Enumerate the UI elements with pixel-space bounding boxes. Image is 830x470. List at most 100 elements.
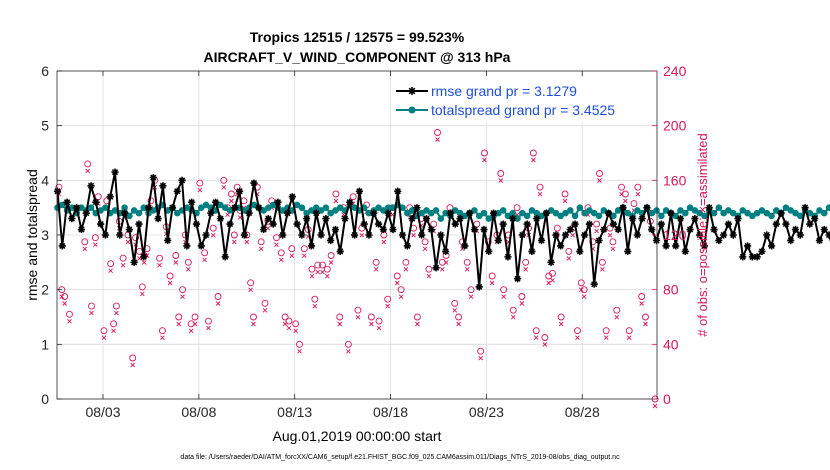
x-axis-label: Aug.01,2019 00:00:00 start bbox=[273, 428, 442, 444]
rmse-point bbox=[811, 215, 819, 223]
rmse-point bbox=[422, 215, 431, 223]
y-axis-left-label: rmse and totalspread bbox=[24, 169, 40, 301]
x-tick-label: 08/13 bbox=[277, 404, 312, 420]
obs-count-point bbox=[573, 327, 581, 340]
obs-count-point bbox=[593, 220, 601, 234]
rmse-point bbox=[135, 220, 143, 228]
y-tick-label-right: 200 bbox=[663, 118, 687, 134]
spread-point bbox=[696, 209, 703, 217]
obs-count-point bbox=[522, 258, 530, 272]
rmse-point bbox=[485, 247, 493, 255]
rmse-point bbox=[604, 209, 613, 217]
chart-title: Tropics 12515 / 12575 = 99.523% bbox=[250, 29, 465, 45]
rmse-point bbox=[638, 215, 646, 223]
obs-count-point bbox=[497, 170, 505, 183]
obs-count-markers bbox=[55, 129, 659, 409]
rmse-point bbox=[216, 215, 225, 223]
rmse-point bbox=[370, 209, 378, 217]
rmse-point bbox=[480, 225, 488, 234]
rmse-point bbox=[106, 193, 114, 201]
spread-point bbox=[715, 204, 723, 211]
rmse-point bbox=[58, 242, 66, 250]
rmse-point bbox=[312, 209, 320, 217]
obs-count-point bbox=[311, 295, 319, 309]
rmse-point bbox=[298, 231, 306, 239]
obs-count-point bbox=[529, 149, 537, 163]
rmse-point bbox=[63, 198, 71, 206]
spread-point bbox=[691, 207, 699, 214]
obs-count-point bbox=[532, 327, 540, 340]
spread-point bbox=[681, 209, 689, 217]
x-axis: 08/03 08/08 08/13 08/18 08/23 08/28 bbox=[85, 71, 600, 420]
y-tick-label-right: 40 bbox=[663, 336, 679, 352]
rmse-point bbox=[561, 231, 570, 239]
spread-point bbox=[820, 209, 828, 217]
rmse-point bbox=[87, 182, 95, 190]
rmse-point bbox=[403, 242, 411, 250]
data-file-footer: data file: /Users/raeder/DAI/ATM_forcXX/… bbox=[180, 454, 620, 461]
rmse-point bbox=[154, 215, 162, 223]
obs-count-point bbox=[187, 320, 195, 334]
rmse-point bbox=[212, 198, 220, 206]
spread-point bbox=[499, 207, 507, 214]
rmse-point bbox=[159, 182, 167, 190]
rmse-point bbox=[274, 198, 282, 206]
obs-count-point bbox=[481, 149, 488, 163]
spread-point bbox=[686, 204, 694, 211]
obs-count-point bbox=[518, 293, 526, 306]
obs-count-point bbox=[634, 183, 642, 197]
rmse-point bbox=[413, 204, 421, 212]
spread-point bbox=[528, 207, 536, 214]
rmse-point bbox=[772, 220, 780, 228]
rmse-point bbox=[374, 220, 383, 228]
y-tick-label-right: 160 bbox=[663, 172, 687, 188]
obs-count-point bbox=[557, 313, 565, 327]
rmse-point bbox=[461, 242, 469, 250]
obs-count-point bbox=[642, 313, 649, 327]
rmse-point bbox=[398, 231, 407, 239]
obs-count-point bbox=[100, 327, 108, 340]
rmse-point bbox=[499, 220, 507, 228]
rmse-point bbox=[130, 258, 138, 266]
rmse-point bbox=[489, 209, 498, 217]
rmse-point bbox=[787, 236, 795, 245]
rmse-point bbox=[533, 215, 541, 223]
spread-point bbox=[763, 209, 771, 217]
spread-point bbox=[322, 204, 330, 211]
spread-point bbox=[87, 204, 95, 211]
obs-count-point bbox=[467, 286, 475, 299]
obs-count-point bbox=[119, 254, 127, 268]
y-axis-left: 0 1 2 3 4 5 6 bbox=[41, 63, 62, 407]
rmse-point bbox=[595, 236, 603, 245]
spread-point bbox=[519, 209, 526, 217]
rmse-point bbox=[676, 215, 685, 223]
obs-count-point bbox=[314, 261, 322, 275]
rmse-point bbox=[269, 220, 277, 228]
y-tick-label-left: 2 bbox=[41, 282, 49, 298]
spread-point bbox=[710, 209, 718, 217]
rmse-point bbox=[178, 176, 186, 184]
rmse-point bbox=[710, 225, 718, 234]
rmse-point bbox=[748, 253, 756, 261]
obs-count-point bbox=[81, 238, 89, 252]
rmse-point bbox=[571, 220, 579, 228]
obs-count-point bbox=[332, 190, 340, 204]
obs-count-point bbox=[166, 272, 174, 286]
rmse-point bbox=[609, 220, 617, 228]
rmse-point bbox=[600, 225, 608, 234]
rmse-point bbox=[720, 231, 728, 239]
obs-count-point bbox=[477, 347, 485, 361]
rmse-point bbox=[652, 236, 661, 245]
rmse-point bbox=[111, 168, 119, 176]
rmse-point bbox=[355, 187, 363, 195]
rmse-point bbox=[240, 231, 248, 239]
obs-count-point bbox=[509, 306, 517, 320]
rmse-point bbox=[753, 253, 761, 261]
rmse-point bbox=[164, 236, 172, 245]
y-tick-label-left: 3 bbox=[41, 227, 49, 243]
spread-point bbox=[432, 207, 440, 214]
rmse-point bbox=[715, 236, 723, 245]
obs-count-point bbox=[397, 286, 405, 299]
obs-count-point bbox=[602, 327, 610, 340]
spread-point bbox=[197, 204, 205, 211]
